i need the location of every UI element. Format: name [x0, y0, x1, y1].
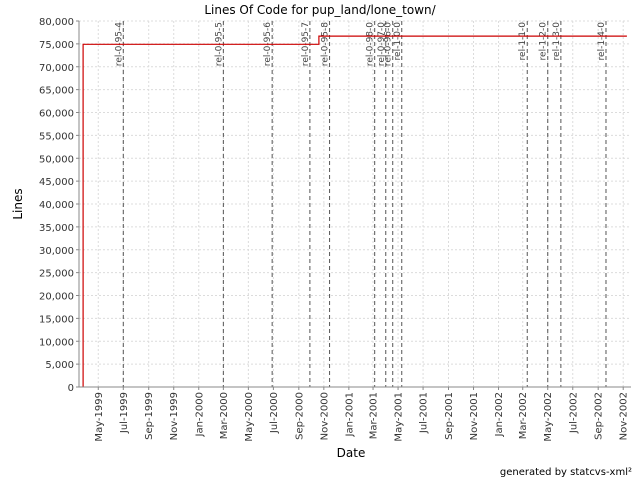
release-marker-label: rel-1-4-0 — [597, 22, 607, 61]
y-tick-label: 50,000 — [39, 154, 74, 165]
chart-title: Lines Of Code for pup_land/lone_town/ — [204, 3, 436, 17]
release-marker-label: rel-1-2-0 — [539, 22, 549, 61]
release-marker-label: rel-1-0-0 — [393, 22, 403, 61]
y-tick-label: 55,000 — [39, 131, 74, 142]
x-tick-label: Jul-2000 — [269, 392, 280, 434]
x-axis-ticks: May-1999 Jul-1999 Sep-1999 Nov-1999 Jan-2000… — [94, 387, 630, 442]
y-tick-label: 80,000 — [39, 17, 74, 28]
x-tick-label: Jul-1999 — [119, 392, 130, 434]
release-marker-label: rel-0-96-0 — [384, 22, 394, 66]
release-marker-label: rel-0-98-0 — [366, 22, 376, 66]
y-axis-label: Lines — [11, 188, 25, 219]
x-tick-label: Mar-2002 — [518, 392, 529, 439]
y-tick-label: 75,000 — [39, 40, 74, 51]
y-axis-ticks: 0 5,000 10,000 15,000 20,000 25,000 30,000 35,0… — [39, 17, 79, 394]
y-tick-label: 10,000 — [39, 337, 74, 348]
x-tick-label: May-1999 — [94, 392, 105, 442]
y-tick-label: 65,000 — [39, 86, 74, 97]
x-tick-label: Jan-2001 — [344, 392, 355, 437]
x-tick-label: Jul-2002 — [568, 392, 579, 434]
x-axis-label: Date — [337, 446, 366, 460]
x-tick-label: Jul-2001 — [419, 392, 430, 434]
y-tick-label: 45,000 — [39, 177, 74, 188]
y-tick-label: 5,000 — [45, 360, 74, 371]
x-tick-label: Mar-2001 — [369, 392, 380, 439]
release-marker-label: rel-0-97-0 — [377, 22, 387, 66]
y-tick-label: 70,000 — [39, 63, 74, 74]
release-marker-label: rel-1-3-0 — [552, 22, 562, 61]
x-tick-label: Nov-2000 — [319, 392, 330, 440]
x-tick-label: Mar-2000 — [219, 392, 230, 439]
loc-series-line — [82, 35, 627, 387]
generator-footer: generated by statcvs-xml² — [500, 467, 632, 478]
y-tick-label: 35,000 — [39, 223, 74, 234]
y-tick-label: 30,000 — [39, 246, 74, 257]
y-tick-label: 60,000 — [39, 109, 74, 120]
series-group — [82, 35, 627, 387]
release-marker-label: rel-0-95-8 — [321, 22, 331, 66]
release-marker-label: rel-1-1-0 — [518, 22, 528, 61]
y-tick-label: 40,000 — [39, 200, 74, 211]
x-tick-label: Nov-1999 — [169, 392, 180, 440]
x-tick-label: May-2002 — [543, 392, 554, 442]
chart-grid — [79, 20, 631, 388]
x-tick-label: Nov-2002 — [619, 392, 630, 440]
x-tick-label: May-2000 — [244, 392, 255, 442]
y-tick-label: 20,000 — [39, 292, 74, 303]
x-tick-label: Sep-2002 — [594, 392, 605, 440]
y-tick-label: 25,000 — [39, 269, 74, 280]
x-tick-label: Sep-2000 — [294, 392, 305, 440]
y-tick-label: 0 — [68, 383, 74, 394]
x-tick-label: Jan-2000 — [194, 392, 205, 437]
x-tick-label: Nov-2001 — [469, 392, 480, 440]
x-tick-label: May-2001 — [394, 392, 405, 442]
y-tick-label: 15,000 — [39, 314, 74, 325]
x-tick-label: Sep-1999 — [144, 392, 155, 440]
x-tick-label: Jan-2002 — [494, 392, 505, 437]
x-tick-label: Sep-2001 — [444, 392, 455, 440]
